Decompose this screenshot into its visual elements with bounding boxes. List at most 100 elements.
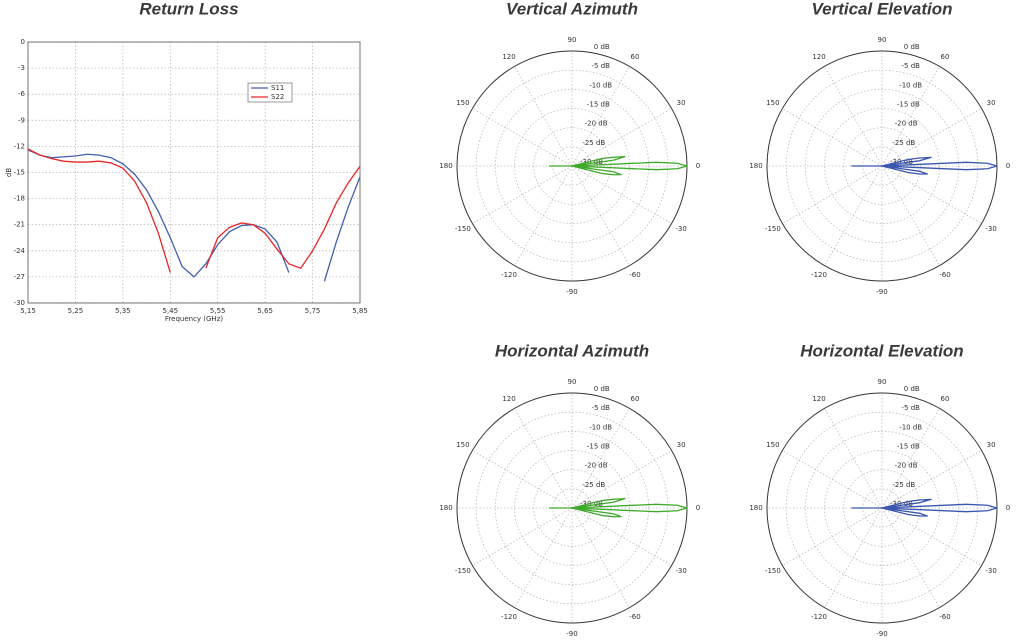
r-tick-label: -20 dB	[895, 462, 918, 470]
r-tick-label: -10 dB	[899, 81, 922, 89]
pattern-line	[549, 156, 688, 176]
theta-tick-label: -90	[876, 288, 887, 296]
x-tick-label: 5,45	[162, 307, 178, 315]
theta-tick-label: 150	[456, 99, 469, 107]
chart-title: Horizontal Azimuth	[495, 341, 649, 360]
theta-tick-label: 60	[631, 53, 640, 61]
x-tick-label: 5,25	[68, 307, 84, 315]
theta-tick-label: 180	[439, 504, 452, 512]
theta-tick-label: 180	[749, 504, 762, 512]
theta-tick-label: 120	[502, 53, 515, 61]
grid-spoke	[571, 507, 672, 566]
r-tick-label: -20 dB	[585, 462, 608, 470]
pattern-line	[549, 498, 688, 518]
grid-spoke	[881, 108, 982, 167]
chart-title: Horizontal Elevation	[800, 341, 963, 360]
grid-ring	[533, 469, 611, 547]
y-tick-label: -27	[14, 273, 25, 281]
r-tick-label: -25 dB	[892, 481, 915, 489]
grid-ring	[804, 430, 960, 586]
theta-tick-label: 0	[1006, 504, 1010, 512]
series-line	[27, 148, 361, 273]
theta-tick-label: -60	[629, 613, 640, 621]
legend-label: S22	[271, 93, 284, 101]
theta-tick-label: 180	[749, 162, 762, 170]
theta-tick-label: -90	[566, 288, 577, 296]
grid-ring	[843, 469, 921, 547]
legend-box	[247, 82, 293, 103]
r-tick-label: -20 dB	[895, 120, 918, 128]
theta-tick-label: 30	[987, 99, 996, 107]
theta-tick-label: 90	[568, 36, 577, 44]
r-tick-label: -10 dB	[589, 81, 612, 89]
r-tick-label: 0 dB	[904, 43, 920, 51]
theta-tick-label: 150	[766, 99, 779, 107]
r-tick-label: 0 dB	[904, 385, 920, 393]
theta-tick-label: -30	[985, 225, 996, 233]
grid-spoke	[782, 165, 883, 224]
theta-tick-label: -150	[765, 225, 781, 233]
theta-tick-label: 150	[456, 441, 469, 449]
grid-spoke	[881, 165, 982, 224]
theta-tick-label: 120	[502, 395, 515, 403]
grid-ring	[804, 88, 960, 244]
theta-tick-label: -60	[629, 271, 640, 279]
r-tick-label: -30 dB	[890, 158, 913, 166]
grid-spoke	[472, 165, 573, 224]
theta-tick-label: -90	[876, 630, 887, 638]
x-tick-label: 5,55	[210, 307, 226, 315]
theta-tick-label: -90	[566, 630, 577, 638]
grid-spoke	[881, 507, 982, 566]
theta-tick-label: -120	[811, 613, 827, 621]
x-axis-label: Frequency (GHz)	[165, 315, 223, 323]
theta-tick-label: 60	[631, 395, 640, 403]
y-tick-label: -15	[14, 169, 25, 177]
y-tick-label: -24	[14, 247, 26, 255]
theta-tick-label: -150	[765, 567, 781, 575]
r-tick-label: -25 dB	[892, 139, 915, 147]
theta-tick-label: -60	[939, 613, 950, 621]
grid-spoke	[514, 408, 573, 509]
r-tick-label: 0 dB	[594, 43, 610, 51]
r-tick-label: -5 dB	[592, 404, 611, 412]
theta-tick-label: 120	[812, 53, 825, 61]
y-tick-label: -30	[14, 299, 25, 307]
theta-tick-label: 30	[677, 99, 686, 107]
r-tick-label: 0 dB	[594, 385, 610, 393]
grid-ring	[824, 450, 940, 566]
grid-ring	[514, 450, 630, 566]
grid-spoke	[472, 507, 573, 566]
r-tick-label: -15 dB	[587, 443, 610, 451]
y-tick-label: -3	[18, 64, 25, 72]
grid-ring	[533, 127, 611, 205]
theta-tick-label: 30	[677, 441, 686, 449]
theta-tick-label: -30	[985, 567, 996, 575]
r-tick-label: -30 dB	[580, 158, 603, 166]
grid-spoke	[571, 165, 672, 224]
theta-tick-label: -120	[811, 271, 827, 279]
grid-ring	[843, 127, 921, 205]
theta-tick-label: -120	[501, 613, 517, 621]
grid-spoke	[571, 450, 672, 509]
y-tick-label: -12	[14, 142, 25, 150]
y-axis-label: dB	[5, 168, 13, 177]
x-tick-label: 5,85	[352, 307, 368, 315]
grid-ring	[824, 108, 940, 224]
x-tick-label: 5,35	[115, 307, 131, 315]
theta-tick-label: -150	[455, 567, 471, 575]
theta-tick-label: -60	[939, 271, 950, 279]
r-tick-label: -10 dB	[899, 423, 922, 431]
x-tick-label: 5,75	[305, 307, 321, 315]
grid-ring	[785, 411, 979, 605]
r-tick-label: -30 dB	[580, 500, 603, 508]
r-tick-label: -25 dB	[582, 481, 605, 489]
r-tick-label: -30 dB	[890, 500, 913, 508]
grid-spoke	[824, 66, 883, 167]
y-tick-label: -18	[14, 195, 25, 203]
r-tick-label: -15 dB	[897, 443, 920, 451]
pattern-line	[851, 156, 998, 175]
pattern-line	[851, 498, 998, 517]
theta-tick-label: 0	[696, 162, 700, 170]
theta-tick-label: 150	[766, 441, 779, 449]
